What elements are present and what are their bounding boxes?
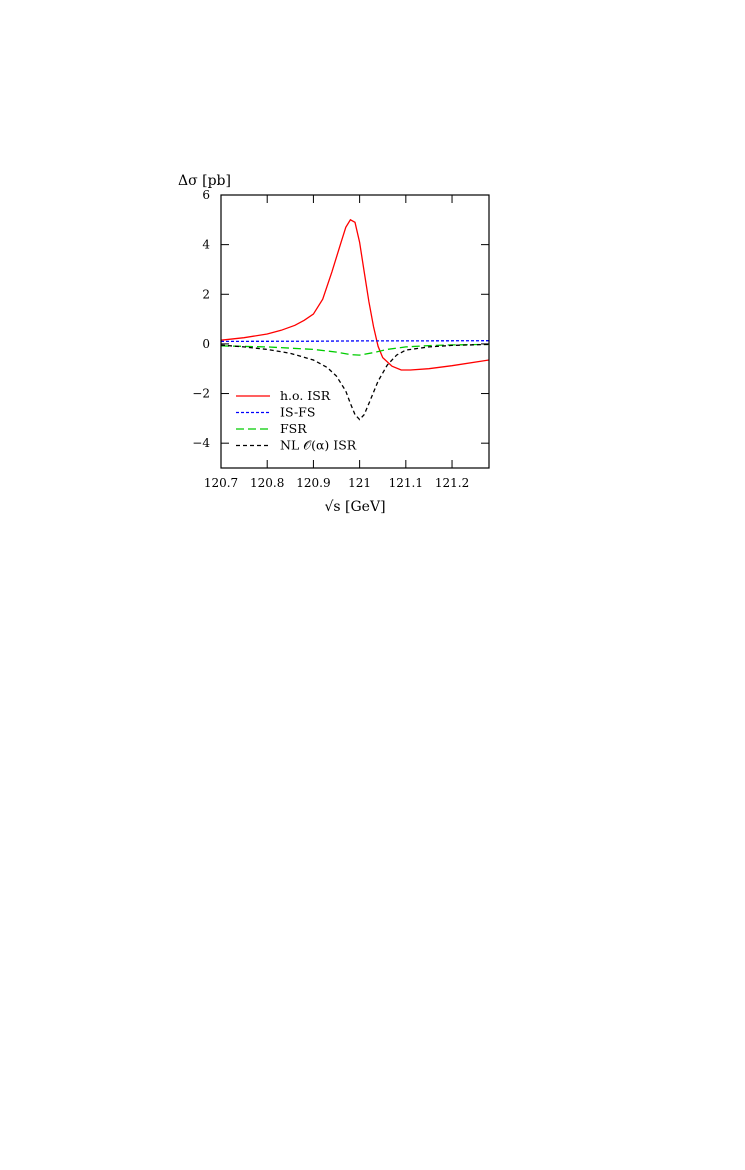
x-tick-label: 120.7 xyxy=(204,476,238,490)
series-line-2 xyxy=(221,340,489,343)
series-line-1 xyxy=(221,218,489,371)
y-tick-label: 4 xyxy=(202,238,210,252)
x-tick-label: 121 xyxy=(348,476,371,490)
legend-label: h.o. ISR xyxy=(280,388,331,403)
y-tick-label: 0 xyxy=(202,337,210,351)
y-tick-label: 2 xyxy=(202,287,210,301)
y-axis-label: Δσ [pb] xyxy=(178,173,231,189)
y-tick-label: −4 xyxy=(192,436,210,450)
x-axis-label: √s [GeV] xyxy=(324,499,385,515)
legend-label: NL 𝒪(α) ISR xyxy=(280,438,357,453)
x-tick-label: 121.2 xyxy=(435,476,469,490)
x-tick-label: 121.1 xyxy=(389,476,423,490)
plot-frame xyxy=(220,194,490,469)
y-tick-label: 6 xyxy=(202,188,210,202)
x-tick-label: 120.9 xyxy=(296,476,330,490)
plot-series-group xyxy=(221,218,489,421)
y-tick-label: −2 xyxy=(192,387,210,401)
legend-label: FSR xyxy=(280,421,307,436)
series-line-3 xyxy=(221,343,489,356)
legend-label: IS-FS xyxy=(280,405,315,420)
tick-group: 120.7 120.8 120.9 121 121.1 121.2 −4 −2 0 2 4 6 xyxy=(192,188,489,490)
series-line-4 xyxy=(221,343,489,421)
x-tick-label: 120.8 xyxy=(250,476,284,490)
